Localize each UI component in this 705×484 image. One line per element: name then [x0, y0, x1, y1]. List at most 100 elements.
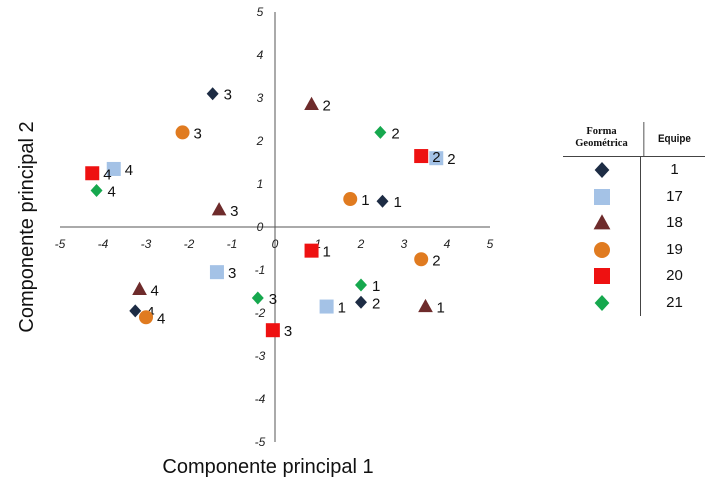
legend-row: 18: [563, 210, 705, 237]
point-label: 3: [228, 265, 236, 282]
legend-team-id: 21: [640, 289, 705, 316]
legend-team-id: 20: [640, 263, 705, 290]
legend-square-icon: [593, 188, 610, 205]
point-team-18: [132, 281, 147, 295]
point-team-1: [129, 304, 142, 318]
x-tick-labels: -5-4-3-2-1012345: [55, 237, 494, 251]
legend-row: 19: [563, 236, 705, 263]
legend-team-id: 19: [640, 236, 705, 263]
point-label: 2: [391, 125, 399, 142]
legend-header-team: Equipe: [643, 122, 704, 156]
point-team-17: [209, 265, 224, 280]
legend-circle-icon: [593, 241, 610, 258]
legend-diamond-icon: [594, 162, 609, 179]
y-tick-label: 1: [257, 177, 264, 191]
x-tick-label: 0: [272, 237, 279, 251]
y-tick-label: -3: [255, 349, 266, 363]
point-label: 1: [437, 300, 445, 317]
point-label: 3: [284, 323, 292, 340]
y-tick-labels: 5 4 3 2 1 0 -1 -2 -3 -4 -5: [255, 5, 266, 449]
legend-rows: 1 17 18 19 20 21: [563, 157, 705, 316]
legend-triangle-icon: [593, 214, 610, 230]
point-team-17: [319, 299, 334, 314]
legend-symbol: [563, 293, 640, 313]
y-tick-label: 3: [257, 91, 264, 105]
legend-symbol: [563, 240, 640, 260]
point-label: 1: [394, 194, 402, 211]
point-team-21: [355, 278, 367, 292]
point-label: 2: [432, 252, 440, 269]
y-tick-label: 5: [257, 5, 264, 19]
x-tick-label: -3: [141, 237, 152, 251]
point-team-1: [376, 194, 389, 208]
point-team-19: [175, 125, 190, 140]
legend-row: 17: [563, 183, 705, 210]
y-tick-label: 4: [257, 48, 264, 62]
legend-table: Forma Geométrica Equipe 1 17 18 19 20 21: [563, 122, 705, 316]
x-tick-label: 3: [401, 237, 408, 251]
point-label: 1: [323, 244, 331, 261]
point-team-21: [251, 291, 264, 305]
point-label: 2: [447, 151, 455, 168]
legend-header-shape: Forma Geométrica: [575, 126, 628, 149]
point-label: 4: [103, 166, 111, 183]
x-tick-label: 5: [487, 237, 494, 251]
y-tick-label: -2: [255, 306, 266, 320]
legend-header: Forma Geométrica Equipe: [563, 122, 705, 157]
point-team-20: [85, 166, 100, 181]
point-label: 2: [323, 97, 331, 114]
data-points: 123412341234123412341234: [85, 87, 456, 340]
point-label: 3: [194, 125, 202, 142]
point-team-20: [265, 323, 280, 338]
point-team-20: [414, 149, 429, 164]
x-tick-label: -5: [55, 237, 66, 251]
point-team-1: [206, 87, 219, 101]
point-label: 2: [372, 295, 380, 312]
legend-symbol: [563, 213, 640, 233]
point-label: 3: [230, 203, 238, 220]
point-label: 1: [372, 278, 380, 295]
point-team-21: [90, 183, 103, 197]
point-team-19: [139, 310, 153, 325]
legend-team-id: 17: [640, 183, 705, 210]
legend-row: 20: [563, 263, 705, 290]
legend-square-icon: [593, 268, 610, 285]
y-tick-label: 2: [256, 134, 264, 148]
point-label: 3: [269, 291, 277, 308]
point-team-18: [211, 202, 227, 216]
y-tick-label: -4: [255, 392, 266, 406]
point-label: 3: [224, 87, 232, 104]
x-tick-label: -4: [98, 237, 109, 251]
point-label: 1: [338, 300, 346, 317]
y-axis-title: Componente principal 2: [16, 121, 38, 332]
point-team-1: [355, 295, 367, 309]
point-label: 4: [125, 162, 133, 179]
x-tick-label: -2: [184, 237, 195, 251]
x-tick-label: 2: [357, 237, 365, 251]
point-team-19: [414, 252, 429, 267]
legend-team-id: 18: [640, 210, 705, 237]
legend-team-id: 1: [640, 157, 705, 184]
point-label: 4: [108, 183, 116, 200]
point-label: 4: [157, 310, 165, 327]
point-label: 2: [432, 149, 440, 166]
legend-symbol: [563, 187, 640, 207]
legend-diamond-icon: [594, 294, 609, 311]
legend-symbol: [563, 160, 640, 180]
x-tick-label: 4: [444, 237, 451, 251]
point-label: 4: [151, 282, 159, 299]
point-team-17: [429, 151, 444, 166]
point-team-18: [418, 298, 433, 313]
y-tick-label: -5: [255, 435, 266, 449]
legend-row: 1: [563, 157, 705, 184]
point-team-17: [106, 161, 121, 176]
legend-row: 21: [563, 289, 705, 316]
x-tick-label: -1: [227, 237, 238, 251]
x-axis-title: Componente principal 1: [162, 456, 373, 478]
point-team-19: [343, 192, 358, 207]
point-team-18: [304, 96, 319, 111]
y-tick-label: 0: [257, 220, 264, 234]
point-team-21: [374, 125, 387, 139]
y-tick-label: -1: [255, 263, 266, 277]
